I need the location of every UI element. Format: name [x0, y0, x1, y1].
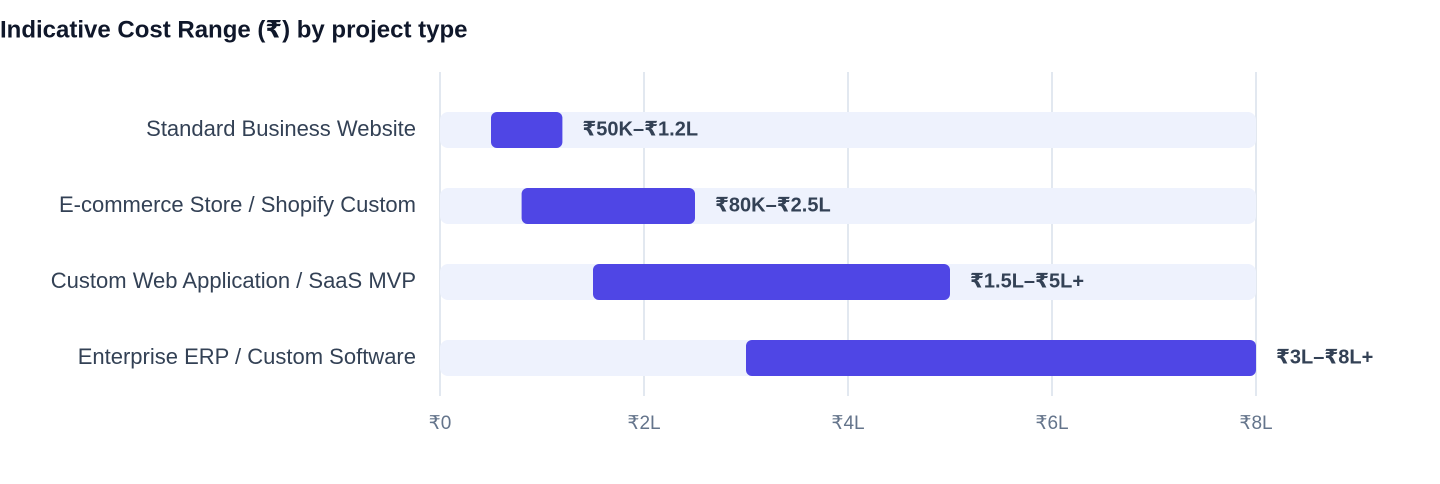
bar [521, 188, 695, 224]
category-label: Custom Web Application / SaaS MVP [51, 268, 416, 293]
x-tick-label: ₹2L [627, 413, 660, 434]
bar [593, 264, 950, 300]
bar [746, 340, 1256, 376]
category-label: Enterprise ERP / Custom Software [78, 344, 416, 369]
x-tick-label: ₹0 [429, 413, 452, 434]
value-label: ₹50K–₹1.2L [582, 118, 698, 140]
x-tick-label: ₹4L [831, 413, 864, 434]
x-tick-label: ₹6L [1035, 413, 1068, 434]
value-label: ₹3L–₹8L+ [1276, 346, 1373, 368]
category-label: Standard Business Website [146, 116, 416, 141]
category-label: E-commerce Store / Shopify Custom [59, 192, 416, 217]
value-label: ₹80K–₹2.5L [715, 194, 831, 216]
chart-title: Indicative Cost Range (₹) by project typ… [0, 16, 467, 43]
bar [491, 112, 563, 148]
value-label: ₹1.5L–₹5L+ [970, 270, 1084, 292]
track [440, 112, 1256, 148]
x-tick-label: ₹8L [1239, 413, 1272, 434]
